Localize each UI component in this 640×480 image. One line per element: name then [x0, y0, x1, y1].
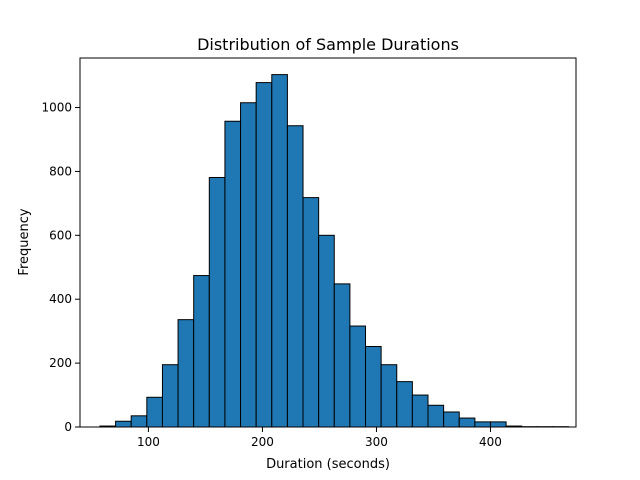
x-axis-label: Duration (seconds) — [266, 457, 390, 472]
y-tick-label: 400 — [49, 292, 72, 306]
histogram-bar — [130, 415, 148, 428]
y-axis-label: Frequency — [17, 208, 32, 275]
histogram-bar — [365, 345, 382, 428]
histogram-bar — [271, 74, 288, 428]
histogram-bar — [208, 176, 226, 428]
histogram-bar — [302, 197, 320, 428]
histogram-bar — [489, 421, 507, 428]
y-tick-label: 200 — [49, 356, 72, 370]
histogram-bar — [193, 275, 210, 428]
plot-frame — [79, 57, 577, 428]
histogram-bar — [380, 364, 398, 428]
histogram-bar — [333, 283, 351, 428]
histogram-bar — [146, 396, 163, 428]
histogram-bar — [161, 364, 179, 428]
histogram-bar — [427, 404, 445, 428]
y-tick-label: 600 — [49, 228, 72, 242]
x-tick-label: 300 — [365, 435, 388, 449]
y-tick-label: 800 — [49, 164, 72, 178]
x-tick-label: 100 — [137, 435, 160, 449]
histogram-bar — [474, 421, 491, 428]
histogram-bar — [177, 319, 195, 428]
histogram-bar — [411, 394, 429, 428]
histogram-bar — [458, 417, 476, 428]
histogram-bar — [349, 325, 367, 428]
x-tick-label: 400 — [479, 435, 502, 449]
y-axis-ticks: 0 200 400 600 800 1000 — [41, 101, 80, 434]
histogram-bar — [240, 102, 257, 428]
histogram-bar — [318, 234, 335, 428]
histogram-bar — [443, 411, 460, 428]
bars-group — [99, 74, 570, 428]
x-axis-ticks: 100 200 300 400 — [137, 427, 502, 449]
y-tick-label: 0 — [64, 420, 72, 434]
histogram-bar — [255, 82, 273, 428]
chart-title: Distribution of Sample Durations — [197, 35, 459, 54]
histogram-bar — [224, 120, 242, 428]
histogram-bar — [286, 125, 304, 428]
x-tick-label: 200 — [251, 435, 274, 449]
histogram-bar — [115, 420, 132, 428]
histogram-bar — [396, 381, 413, 428]
y-tick-label: 1000 — [41, 101, 72, 115]
